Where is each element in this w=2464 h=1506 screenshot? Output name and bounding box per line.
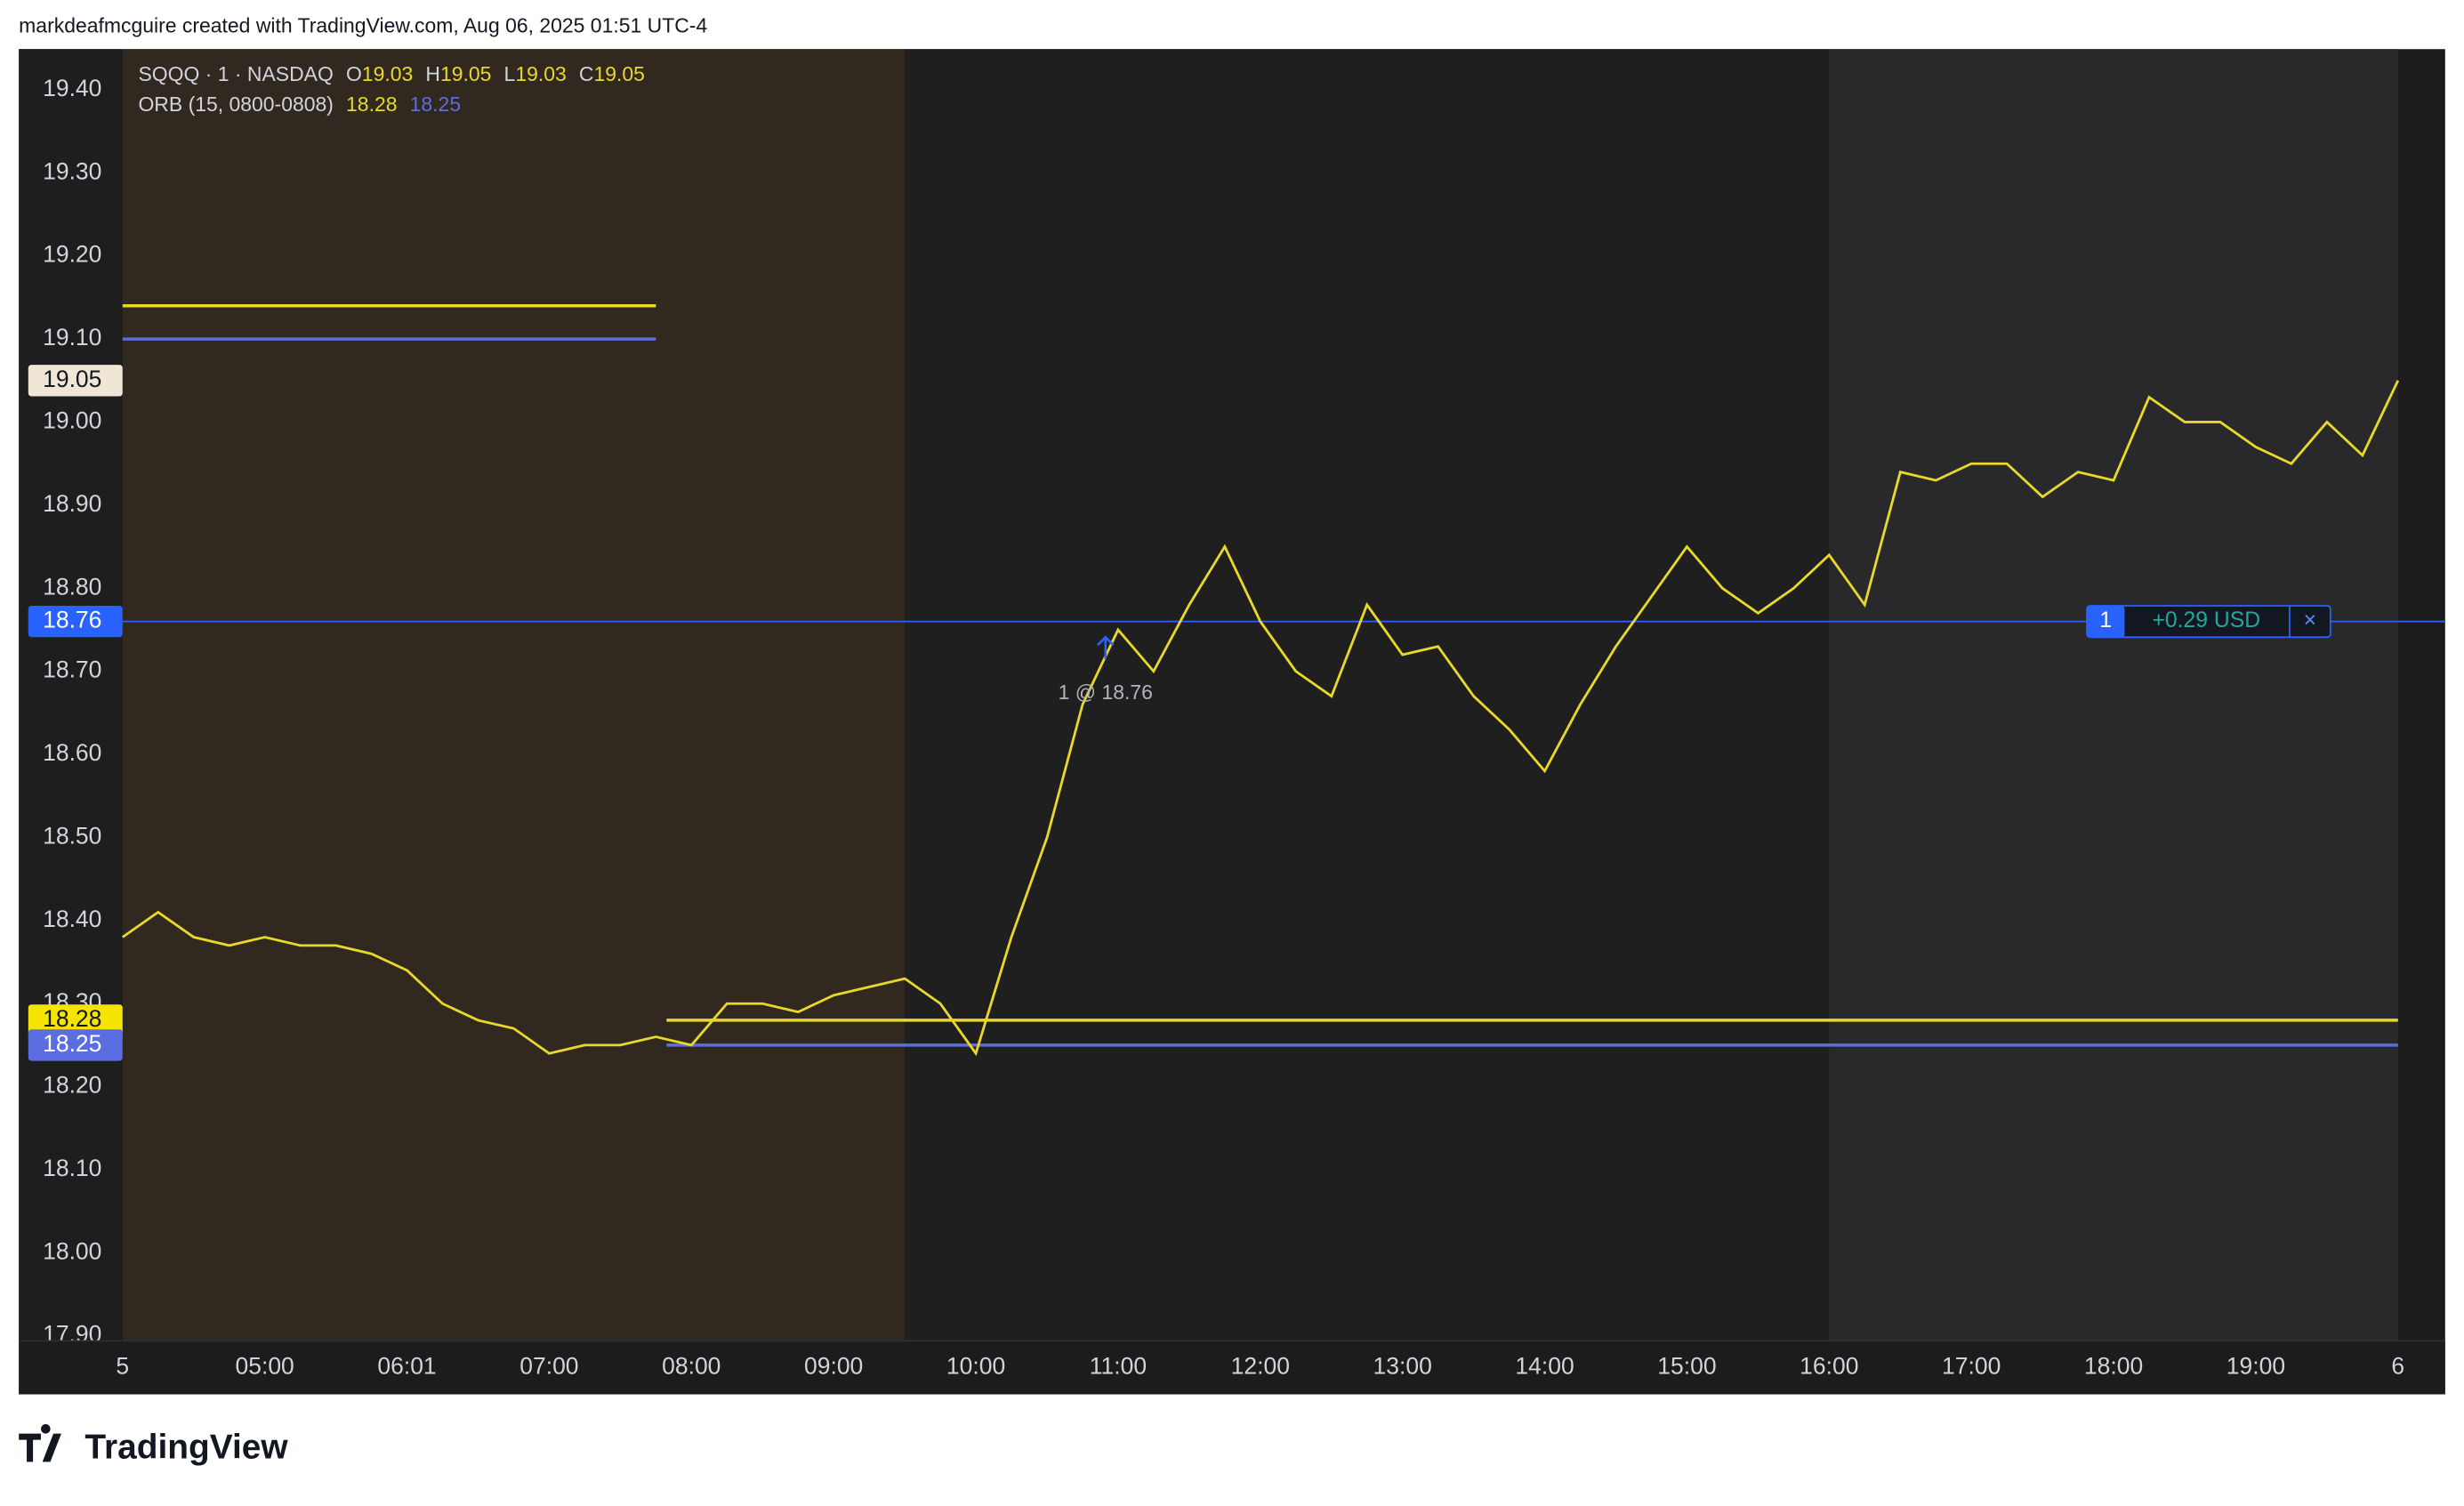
price-line [121,380,2400,1057]
y-tick-label: 18.80 [43,573,101,600]
y-tick-label: 19.40 [43,75,101,101]
ohlc-value: 19.03 [515,62,566,85]
ohlc-key: L [504,62,516,85]
series-name: SQQQ · 1 · NASDAQ [138,62,333,85]
indicator-value: 18.25 [410,93,461,116]
x-tick-label: 12:00 [1231,1352,1290,1379]
price-axis-bg [19,49,123,1341]
price-tag-label: 18.76 [43,607,101,633]
y-tick-label: 18.90 [43,490,101,517]
x-tick-label: 17:00 [1942,1352,2001,1379]
y-tick-label: 19.10 [43,324,101,350]
x-tick-label: 13:00 [1373,1352,1432,1379]
y-tick-label: 18.20 [43,1072,101,1099]
y-tick-label: 18.40 [43,906,101,932]
x-tick-label: 16:00 [1800,1352,1858,1379]
price-tag-label: 19.05 [43,366,101,392]
x-tick-label: 14:00 [1515,1352,1574,1379]
y-axis: 17.9018.0018.1018.2018.3018.4018.5018.60… [43,75,101,1348]
price-tag-box [28,365,123,397]
logo: TradingView [19,1423,288,1467]
x-tick-label: 10:00 [946,1352,1005,1379]
entry-label: 1 @ 18.76 [1059,681,1153,704]
regular-band [905,49,1830,1341]
y-tick-label: 18.60 [43,739,101,766]
legend-title: SQQQ · 1 · NASDAQ O19.03 H19.05 L19.03 C19.0… [138,62,644,85]
price-tag-box [28,1029,123,1061]
x-tick-label: 06:01 [377,1352,436,1379]
ohlc-value: 19.05 [440,62,491,85]
y-tick-label: 18.70 [43,656,101,683]
position-close[interactable]: × [2304,608,2316,632]
y-tick-label: 19.00 [43,407,101,434]
entry-arrow [1097,635,1115,660]
price-tag-label: 18.28 [43,1005,101,1032]
logo-icon [19,1423,61,1462]
y-tick-label: 18.00 [43,1237,101,1264]
y-tick-label: 19.20 [43,241,101,268]
ohlc-value: 19.03 [362,62,413,85]
position-qty-box [2087,605,2125,638]
indicator-value: 18.28 [346,93,397,116]
position-pnl: +0.29 USD [2152,608,2260,632]
price-tag-box [28,605,123,638]
y-tick-label: 18.50 [43,822,101,849]
axes: 17.9018.0018.1018.2018.3018.4018.5018.60… [19,62,2445,1395]
plot: 1 @ 18.76 [121,304,2445,1057]
legend-indicator: ORB (15, 0800-0808) 18.28 18.25 [138,93,461,116]
x-tick-label: 09:00 [804,1352,863,1379]
header: markdeafmcguire created with TradingView… [19,14,707,37]
price-tag-box [28,1004,123,1036]
x-tick-label: 15:00 [1657,1352,1716,1379]
y-tick-label: 18.10 [43,1155,101,1181]
y-tick-label: 19.30 [43,157,101,184]
x-tick-label: 05:00 [236,1352,294,1379]
logo-text: TradingView [85,1429,288,1467]
ohlc-key: C [579,62,594,85]
x-tick-label: 11:00 [1090,1352,1147,1379]
x-tick-label: 6 [2391,1352,2404,1379]
price-tag-label: 18.25 [43,1030,101,1057]
x-tick-label: 18:00 [2084,1352,2143,1379]
ohlc-key: O [346,62,362,85]
x-tick-label: 5 [116,1352,129,1379]
legend: SQQQ · 1 · NASDAQ O19.03 H19.05 L19.03 C19.0… [138,62,644,116]
ohlc-key: H [425,62,440,85]
x-tick-label: 19:00 [2226,1352,2285,1379]
x-tick-label: 07:00 [519,1352,578,1379]
premarket-band [122,49,906,1341]
position-tag: 1 +0.29 USD × [2086,605,2331,639]
indicator-name: ORB (15, 0800-0808) [138,93,333,116]
session-bands [19,49,2398,1341]
x-tick-label: 08:00 [662,1352,721,1379]
position-qty: 1 [2099,608,2112,632]
afterhours-band [1829,49,2398,1341]
time-axis-bg [19,1341,2445,1395]
ohlc-value: 19.05 [594,62,645,85]
